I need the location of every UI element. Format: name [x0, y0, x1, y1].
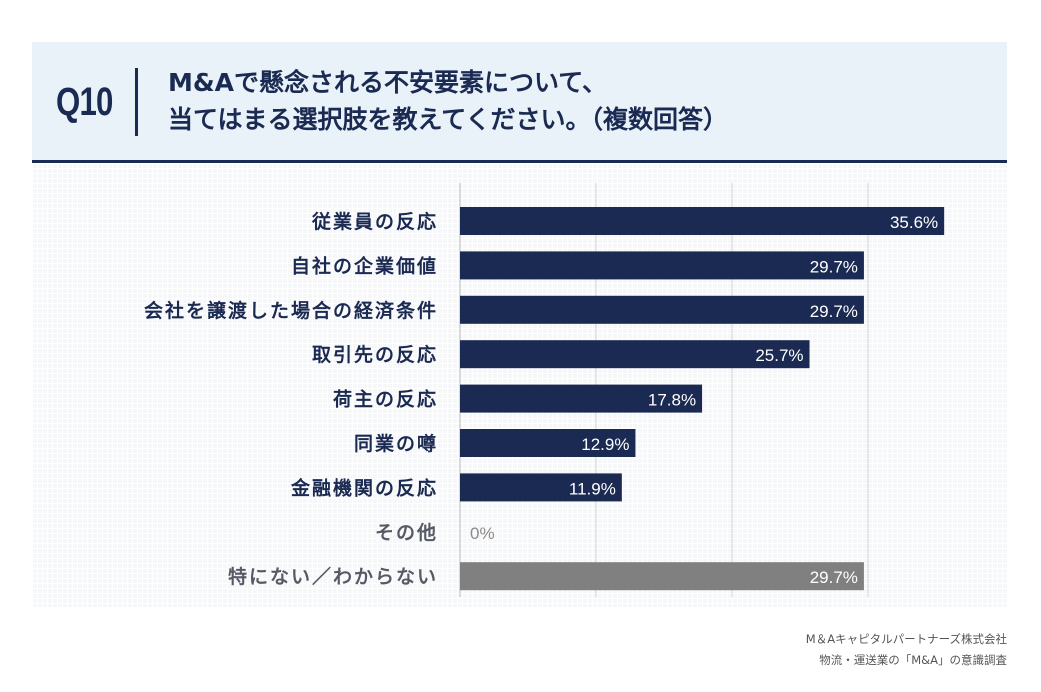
bar — [460, 473, 622, 502]
bar — [460, 429, 636, 457]
category-label: 金融機関の反応 — [290, 476, 438, 499]
question-title-line2: 当てはまる選択肢を教えてください。（複数回答） — [168, 105, 729, 134]
question-title-line1: M&Aで懸念される不安要素について、 — [168, 68, 608, 97]
bar — [460, 295, 864, 324]
category-label: その他 — [375, 521, 438, 544]
header-divider — [135, 68, 138, 136]
category-label: 荷主の反応 — [333, 388, 438, 411]
bar — [460, 251, 864, 280]
bar-chart: 従業員の反応 35.6% 自社の企業価値 29.7% 会社を譲渡した場合の経済条件 29.… — [144, 183, 945, 597]
question-number: Q10 — [56, 80, 113, 124]
value-label: 29.7% — [810, 568, 858, 587]
category-label: 同業の噂 — [354, 432, 438, 455]
category-label: 特にない／わからない — [228, 565, 438, 588]
value-label: 17.8% — [648, 391, 696, 410]
bar — [460, 562, 864, 591]
bar — [460, 207, 945, 235]
value-label: 29.7% — [810, 257, 858, 276]
question-header: Q10 M&Aで懸念される不安要素について、 当てはまる選択肢を教えてください。… — [32, 42, 1007, 163]
value-label: 35.6% — [890, 213, 938, 232]
chart-area: 従業員の反応 35.6% 自社の企業価値 29.7% 会社を譲渡した場合の経済条件 29.… — [32, 163, 1007, 607]
bar — [460, 384, 703, 413]
footer-company: M＆Aキャピタルパートナーズ株式会社 — [805, 632, 1007, 646]
category-label: 従業員の反応 — [311, 210, 438, 233]
category-label: 自社の企業価値 — [291, 254, 438, 277]
bar — [460, 340, 810, 369]
value-label: 0% — [470, 524, 495, 543]
value-label: 25.7% — [755, 346, 803, 365]
value-label: 29.7% — [810, 302, 858, 321]
category-label: 会社を譲渡した場合の経済条件 — [144, 299, 438, 322]
value-label: 12.9% — [581, 435, 629, 454]
category-label: 取引先の反応 — [312, 343, 438, 366]
footer-survey: 物流・運送業の「M&A」の意識調査 — [819, 653, 1007, 667]
value-label: 11.9% — [569, 479, 616, 498]
question-title: M&Aで懸念される不安要素について、 当てはまる選択肢を教えてください。（複数回… — [168, 64, 728, 138]
